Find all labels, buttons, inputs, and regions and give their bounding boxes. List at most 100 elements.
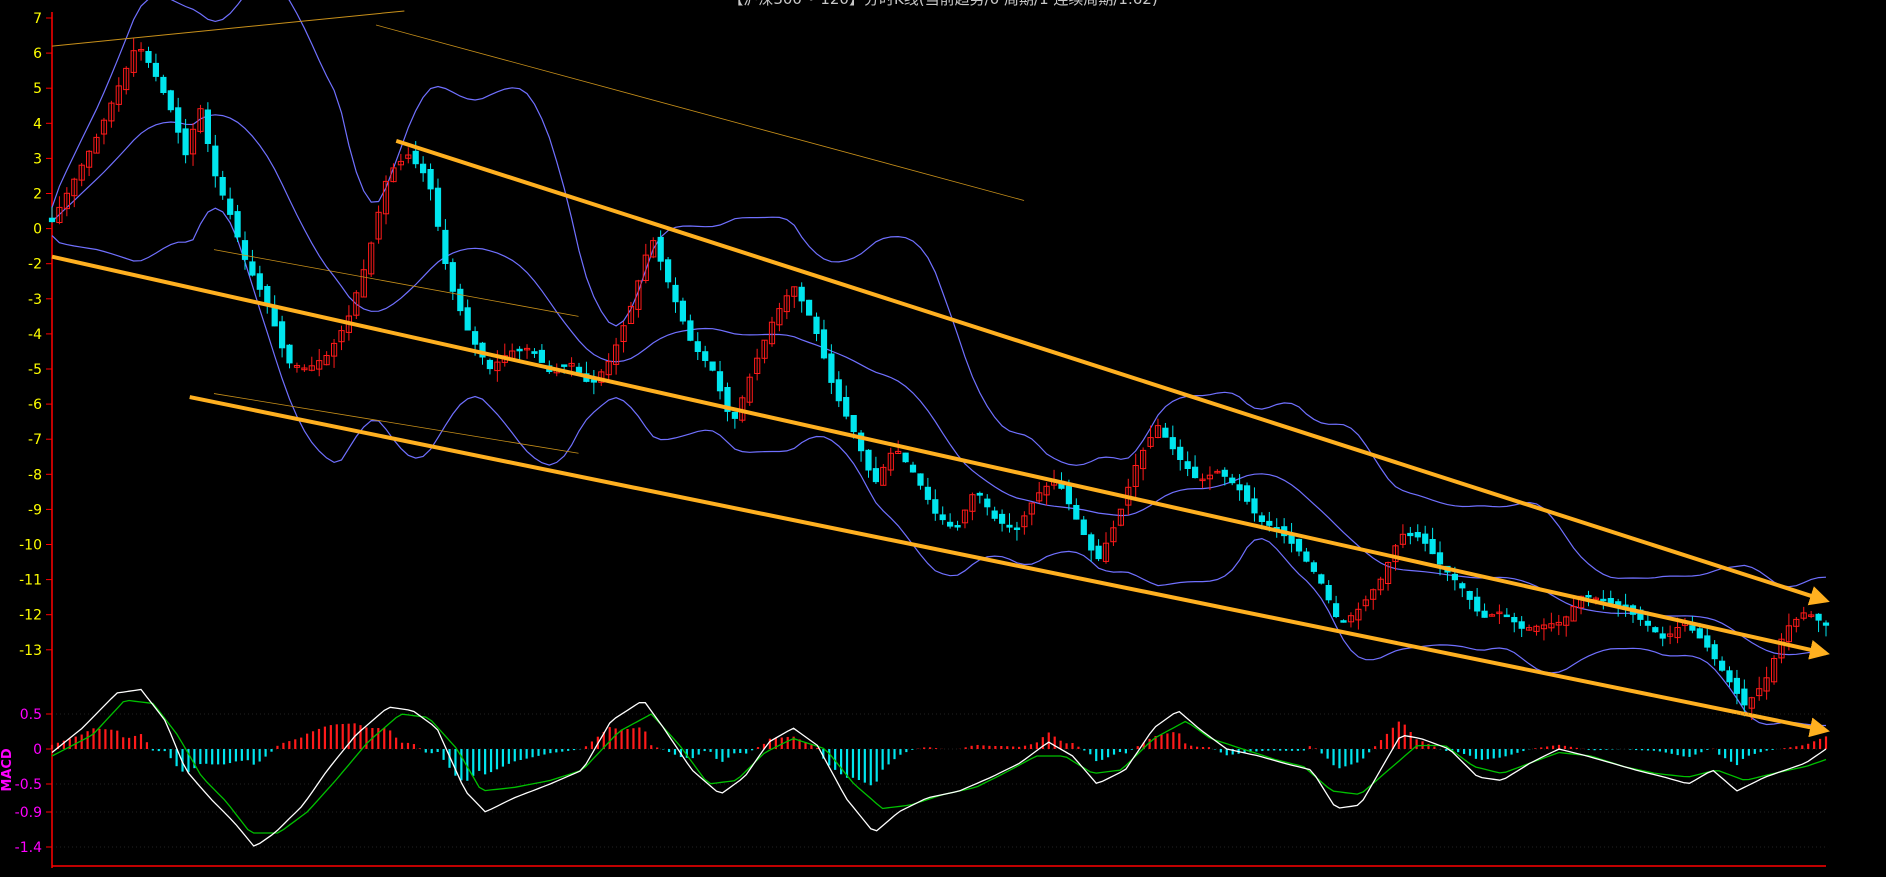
price-tick-label: -8 — [28, 467, 42, 483]
candle-body — [464, 307, 471, 331]
candle-body — [390, 167, 397, 183]
candle-body — [219, 177, 226, 196]
candle-body — [160, 76, 167, 94]
candle-body — [1206, 474, 1214, 480]
candle-body — [1748, 697, 1755, 709]
candle-body — [665, 259, 672, 283]
candle-body — [368, 242, 375, 275]
candle-body — [1385, 562, 1392, 584]
candle-body — [1036, 492, 1043, 502]
candle-body — [108, 102, 115, 122]
candle-body — [961, 509, 969, 524]
candle-body — [1763, 677, 1770, 692]
candle-body — [1310, 562, 1318, 572]
price-tick-label: 5 — [33, 81, 42, 97]
lower-band-line — [51, 207, 1827, 727]
candle-body — [1704, 635, 1711, 648]
candle-body — [1719, 660, 1726, 671]
candle-body — [724, 387, 731, 412]
candle-body — [843, 397, 850, 417]
candle-body — [56, 206, 63, 223]
candle-body — [568, 362, 575, 367]
candle-body — [1318, 574, 1325, 584]
candle-body — [1021, 515, 1028, 528]
candle-body — [858, 432, 865, 452]
candle-body — [1132, 465, 1139, 487]
price-tick-label: 3 — [33, 151, 42, 167]
candle-body — [1652, 627, 1659, 633]
candle-body — [182, 128, 189, 156]
candle-body — [1526, 627, 1533, 631]
candle-body — [323, 355, 330, 366]
thin-trend-line — [375, 24, 1025, 201]
candle-body — [405, 154, 412, 159]
candle-body — [1392, 545, 1399, 563]
price-panel: 7 6 5 4 3 2 0 -2 -3 -4 -5 -6 -7 -8 -9 -10 -11 -12 -13 — [19, 0, 1830, 868]
candle-body — [264, 286, 271, 305]
candle-body — [1733, 677, 1741, 694]
candle-body — [1065, 485, 1073, 505]
price-tick-label: -6 — [28, 397, 42, 413]
candle-body — [880, 466, 887, 486]
candle-body — [1659, 633, 1666, 639]
price-tick-label: 4 — [33, 116, 42, 132]
candle-body — [1793, 618, 1800, 627]
price-tick-label: -10 — [19, 538, 42, 554]
candle-body — [1147, 437, 1154, 447]
candle-body — [642, 254, 649, 282]
candle-body — [286, 344, 293, 364]
candle-body — [234, 211, 241, 238]
candle-body — [175, 107, 182, 133]
candle-body — [271, 306, 278, 327]
candle-body — [1333, 603, 1340, 618]
candle-body — [1140, 449, 1147, 470]
candle-body — [917, 473, 924, 486]
candle-body — [360, 269, 367, 298]
candle-body — [1192, 466, 1199, 479]
candle-body — [850, 415, 857, 432]
candle-body — [479, 342, 486, 358]
candle-body — [1117, 508, 1125, 526]
candle-body — [657, 236, 664, 262]
candle-body — [442, 229, 449, 264]
candle-body — [1244, 485, 1251, 502]
candle-body — [420, 163, 427, 174]
candle-body — [1110, 527, 1117, 543]
candle-body — [1503, 614, 1510, 618]
candle-body — [249, 261, 256, 276]
candle-body — [115, 85, 122, 105]
candle-body — [353, 292, 360, 316]
candle-body — [100, 119, 108, 135]
candle-body — [1251, 498, 1258, 514]
candle-body — [1102, 542, 1110, 562]
candle-body — [768, 321, 776, 345]
candle-body — [1236, 484, 1243, 491]
candle-body — [895, 450, 902, 454]
candle-body — [1325, 585, 1332, 601]
candle-body — [301, 367, 308, 371]
candle-body — [1533, 625, 1540, 632]
candle-body — [1785, 625, 1793, 643]
candle-body — [1169, 437, 1176, 450]
price-tick-label: -7 — [28, 432, 42, 448]
candle-body — [1674, 627, 1681, 639]
macd-panel: 0.5 0 -0.5 -0.9 -1.4 — [15, 688, 1828, 856]
candle-body — [999, 513, 1006, 524]
price-tick-label: 6 — [33, 46, 42, 62]
candle-body — [872, 468, 879, 483]
chart-title: 【沪深300 • 120】分时K线(当前趋势/0 周期/1 连续周期/1.62) — [728, 0, 1157, 8]
candle-body — [1540, 624, 1548, 630]
candle-body — [561, 364, 568, 367]
candle-body — [1815, 613, 1822, 621]
candle-body — [86, 150, 93, 168]
upper-band-line — [51, 0, 1827, 588]
candle-body — [1340, 620, 1347, 623]
price-tick-label: -3 — [28, 292, 42, 308]
candle-body — [1377, 578, 1384, 591]
candle-body — [524, 347, 531, 351]
candle-body — [1199, 478, 1206, 482]
candle-body — [924, 486, 931, 500]
candle-body — [1162, 427, 1169, 438]
candle-body — [709, 361, 716, 371]
candle-body — [1355, 608, 1362, 621]
